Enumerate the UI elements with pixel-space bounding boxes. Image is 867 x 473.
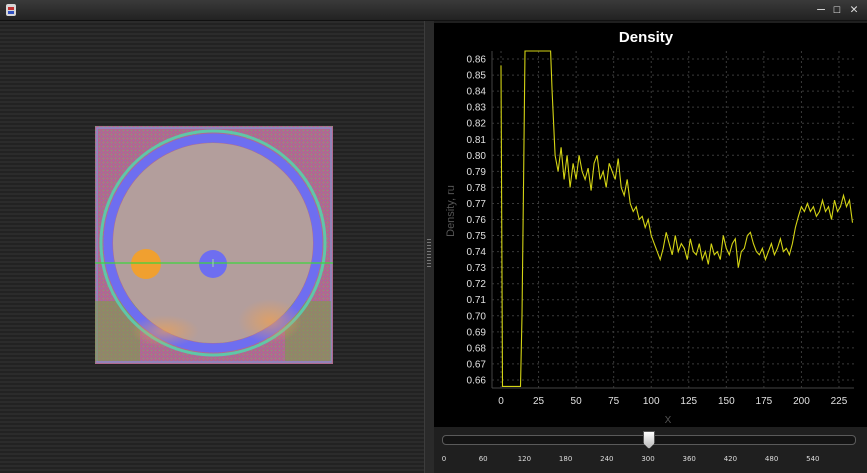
slice-slider-handle[interactable] [643,431,655,449]
y-tick-label: 0.68 [467,343,487,354]
x-tick-label: 0 [498,396,504,407]
x-tick-label: 25 [533,396,545,407]
y-tick-label: 0.70 [467,311,487,322]
orange-inclusion [131,249,161,279]
chart-title: Density [619,29,674,46]
slider-tick-label: 0 [441,455,447,463]
y-axis-label: Density, ru [445,185,457,237]
x-tick-label: 50 [571,396,583,407]
vessel-outer-ring [99,129,327,357]
image-view-pane [0,21,424,473]
maximize-button[interactable]: ☐ [833,2,841,17]
slider-tick-label: 480 [764,455,779,463]
x-tick-label: 75 [608,396,620,407]
slider-tick-label: 300 [641,455,655,463]
y-tick-label: 0.84 [467,87,487,98]
x-tick-label: 125 [680,396,697,407]
y-tick-label: 0.85 [467,71,487,82]
y-tick-label: 0.78 [467,183,487,194]
y-tick-label: 0.67 [467,359,487,370]
title-bar: — ☐ ✕ [0,0,867,21]
x-tick-label: 150 [718,396,735,407]
vessel-wall [103,133,323,353]
slider-tick-label: 360 [682,455,696,463]
y-tick-label: 0.72 [467,279,487,290]
y-tick-label: 0.75 [467,231,487,242]
y-tick-label: 0.66 [467,375,487,386]
close-button[interactable]: ✕ [850,2,858,17]
density-series-line [500,50,854,387]
slider-tick-label: 120 [517,455,532,463]
vessel-interior [113,143,313,343]
y-tick-label: 0.69 [467,327,487,338]
density-map-image[interactable] [95,126,333,364]
slider-tick-label: 180 [558,455,573,463]
y-tick-label: 0.80 [467,151,487,162]
density-chart-svg: Density Density, ru X 0.86 0.85 0.84 0.83 0.… [445,29,854,426]
slider-tick-label: 540 [806,455,820,463]
app-icon [6,4,16,16]
x-tick-label: 200 [793,396,810,407]
y-tick-label: 0.82 [467,119,487,130]
x-tick-label: 225 [831,396,848,407]
density-chart: Density Density, ru X 0.86 0.85 0.84 0.83 0.… [434,23,867,427]
chart-pane: Density Density, ru X 0.86 0.85 0.84 0.83 0.… [434,21,867,473]
x-tick-label: 175 [756,396,773,407]
y-tick-label: 0.77 [467,199,487,210]
x-tick-label: 100 [643,396,660,407]
x-axis-label: X [665,415,672,426]
y-tick-label: 0.81 [467,135,487,146]
y-tick-label: 0.83 [467,103,487,114]
y-tick-label: 0.76 [467,215,487,226]
y-tick-label: 0.79 [467,167,487,178]
minimize-button[interactable]: — [817,2,825,17]
slider-tick-label: 240 [600,455,614,463]
y-tick-label: 0.73 [467,263,487,274]
slider-tick-label: 420 [723,455,738,463]
y-tick-label: 0.71 [467,295,487,306]
splitter-grip[interactable] [427,239,431,269]
y-tick-label: 0.86 [467,55,487,66]
y-tick-label: 0.74 [467,247,487,258]
slider-tick-label: 60 [478,455,488,463]
